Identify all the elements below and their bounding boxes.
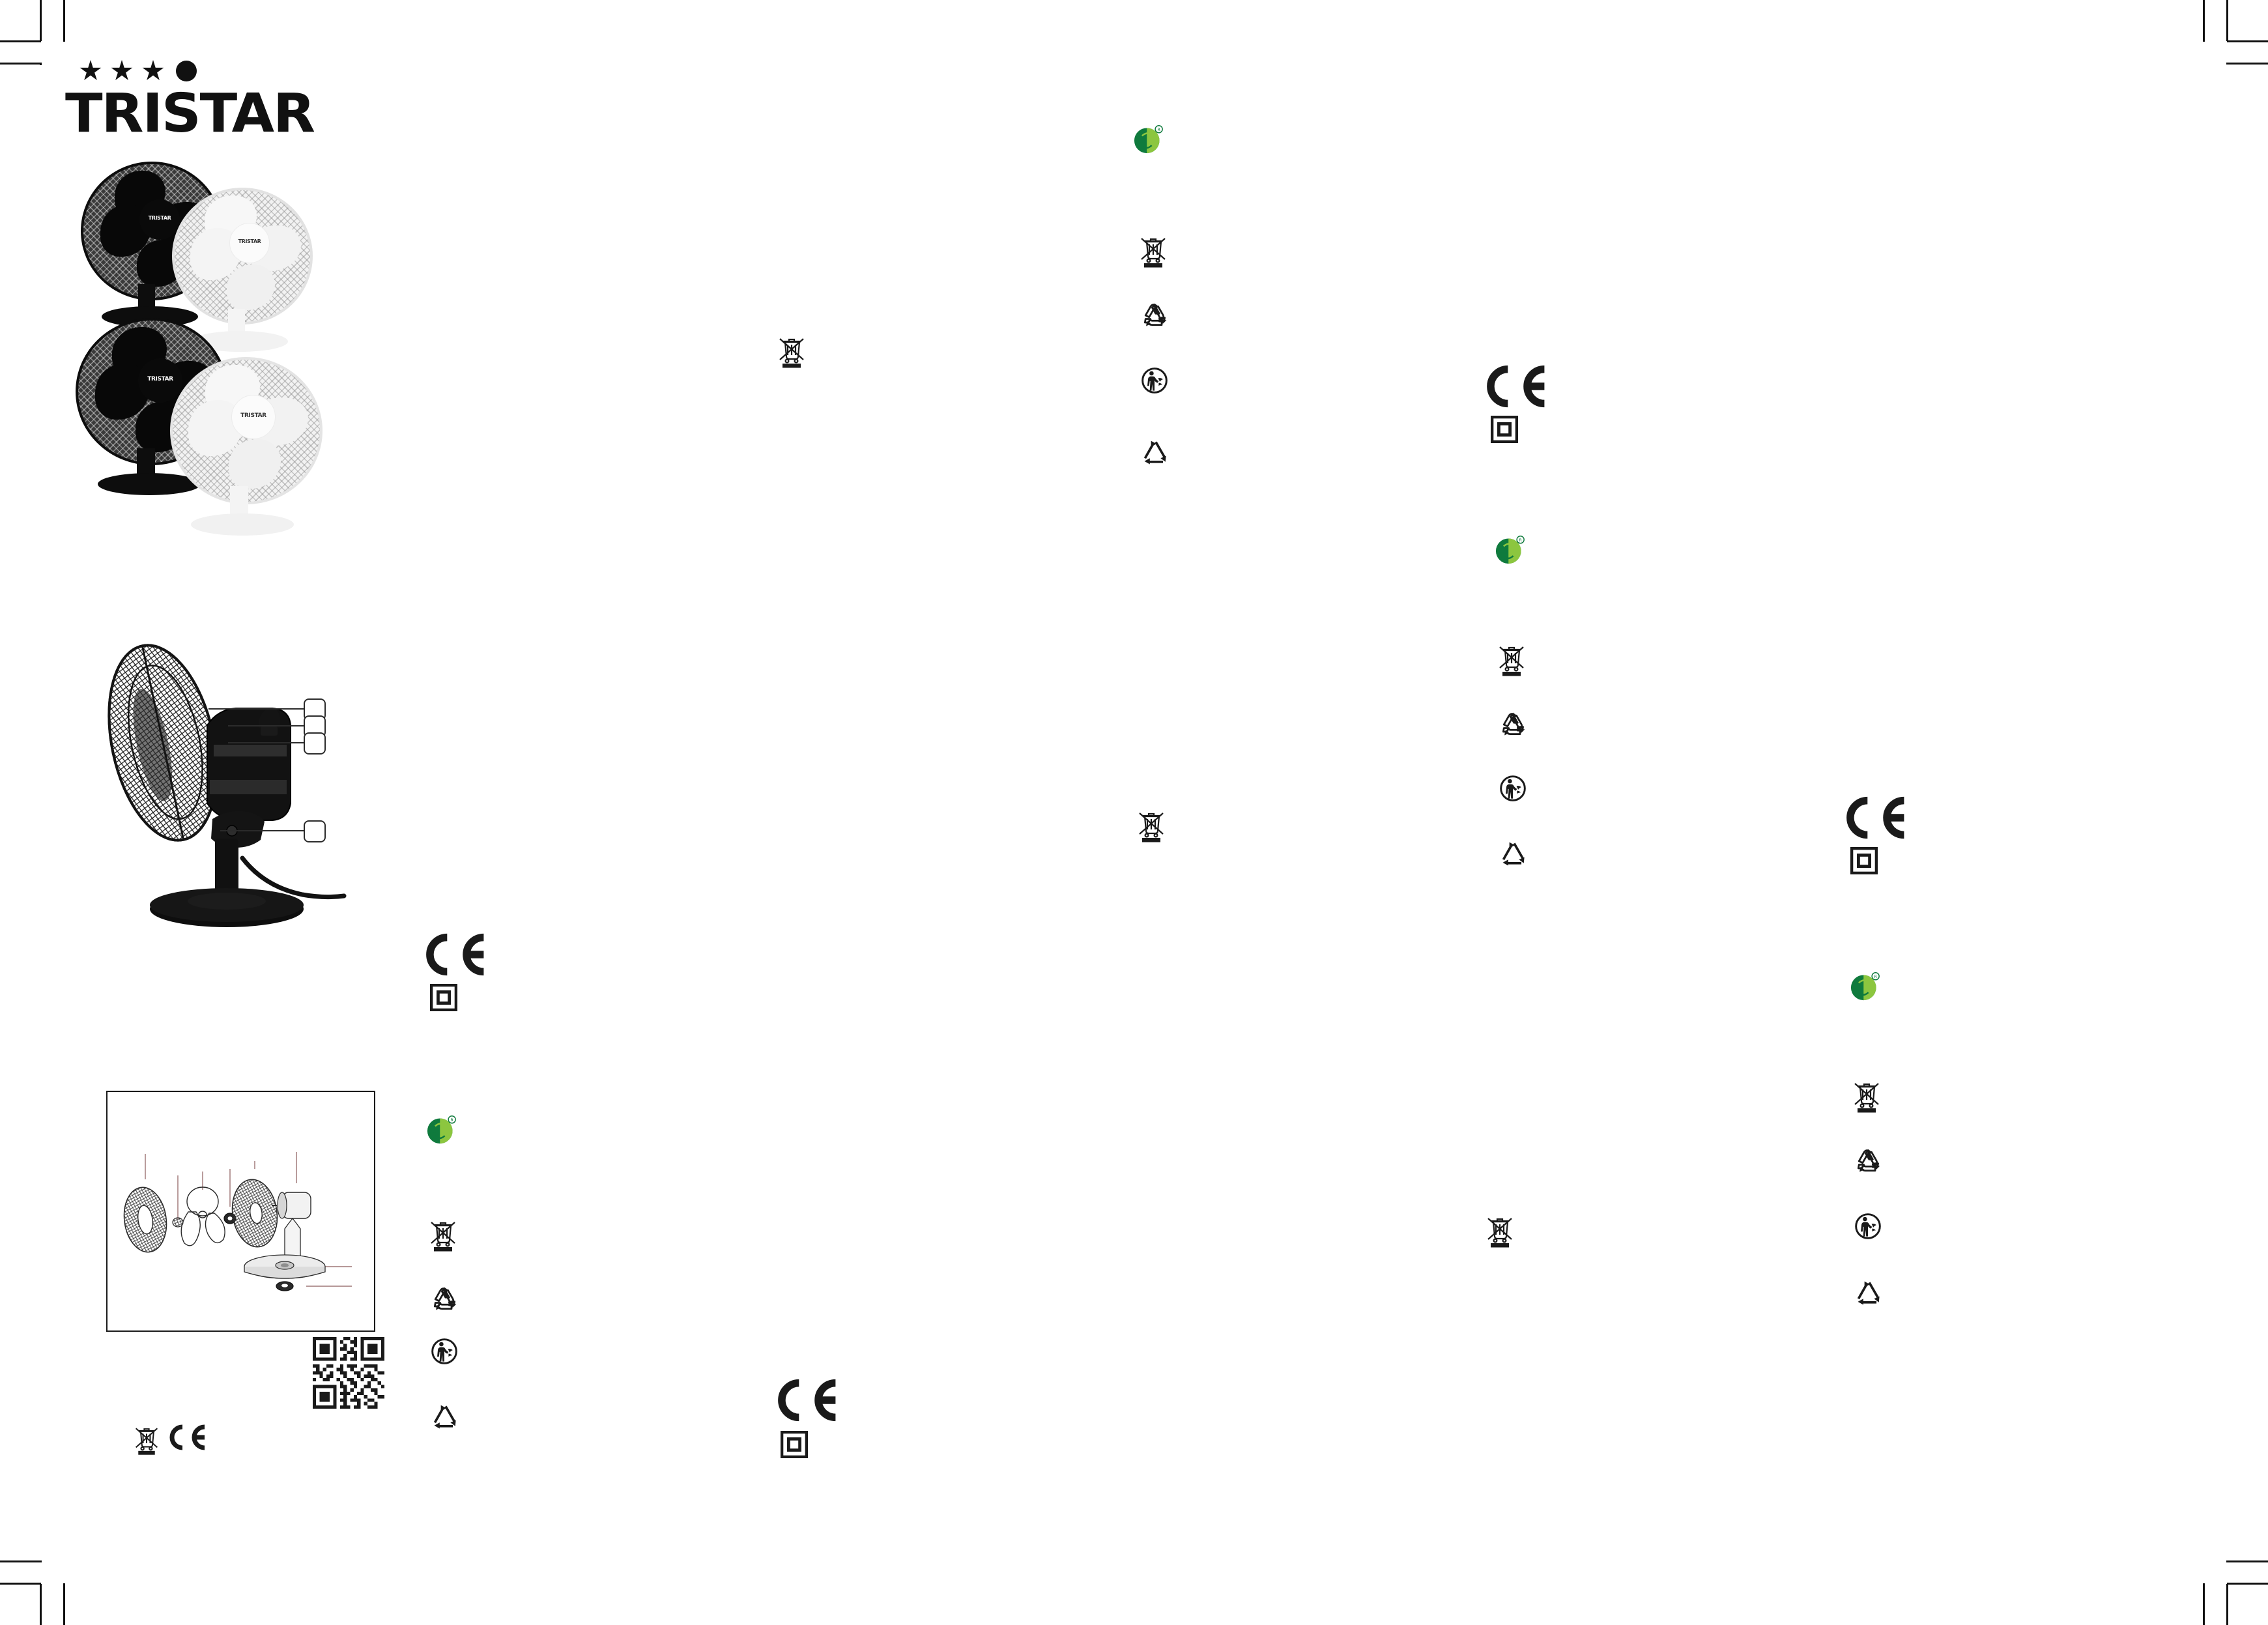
triangular-recycling-arrows-icon bbox=[430, 1402, 461, 1431]
ce-mark-icon bbox=[168, 1424, 208, 1450]
callout-leader-2 bbox=[228, 725, 306, 726]
qr-code[interactable] bbox=[313, 1337, 384, 1409]
class-II-double-insulation-icon bbox=[1850, 847, 1878, 874]
technical-diagram-desk-fan-side-view bbox=[98, 629, 358, 942]
green-dot-icon: R bbox=[1134, 124, 1164, 156]
star-icon bbox=[111, 60, 133, 80]
tidyman-dispose-icon bbox=[1499, 774, 1527, 803]
ce-mark-icon bbox=[775, 1379, 842, 1422]
crop-mark-top-left bbox=[0, 0, 65, 65]
weee-crossed-bin-icon bbox=[1486, 1213, 1514, 1249]
exploded-parts-diagram bbox=[106, 1091, 375, 1332]
weee-crossed-bin-icon bbox=[429, 1217, 457, 1253]
crop-mark-bottom-right bbox=[2203, 1560, 2268, 1625]
class-II-double-insulation-icon bbox=[1491, 416, 1518, 443]
class-II-double-insulation-icon bbox=[430, 984, 457, 1011]
callout-box-3[interactable] bbox=[304, 732, 326, 755]
tidyman-dispose-icon bbox=[1140, 366, 1169, 395]
weee-crossed-bin-icon bbox=[1137, 808, 1166, 844]
class-II-double-insulation-icon bbox=[781, 1431, 808, 1458]
crop-mark-bottom-left bbox=[0, 1560, 65, 1625]
exploded-illustration bbox=[123, 1152, 352, 1291]
svg-text:R: R bbox=[1874, 974, 1877, 979]
callout-box-4[interactable] bbox=[304, 820, 326, 842]
star-icon bbox=[142, 60, 164, 80]
product-photo-desk-fan-white-front: TRISTAR bbox=[168, 188, 324, 352]
crop-mark-top-right bbox=[2203, 0, 2268, 65]
ce-mark-icon bbox=[1484, 365, 1551, 408]
side-view-illustration bbox=[108, 644, 347, 927]
ce-mark-icon bbox=[423, 933, 490, 976]
callout-leader-3 bbox=[228, 742, 306, 743]
green-dot-icon: R bbox=[1850, 971, 1880, 1003]
logo-wordmark: TRISTAR bbox=[65, 83, 315, 145]
dot-icon bbox=[176, 61, 197, 81]
green-dot-icon: R bbox=[427, 1114, 457, 1147]
ce-mark-icon bbox=[1844, 796, 1910, 839]
mobius-loop-recycle-icon bbox=[1854, 1147, 1882, 1175]
svg-text:R: R bbox=[1519, 538, 1522, 543]
callout-leader-4 bbox=[220, 830, 306, 831]
weee-crossed-bin-icon bbox=[1497, 642, 1526, 678]
weee-crossed-bin-icon bbox=[1139, 233, 1168, 269]
tidyman-dispose-icon bbox=[430, 1337, 459, 1366]
green-dot-icon: R bbox=[1495, 534, 1525, 567]
product-photo-desk-fan-white-front-large: TRISTAR bbox=[166, 357, 336, 539]
weee-crossed-bin-icon bbox=[777, 334, 806, 369]
triangular-recycling-arrows-icon bbox=[1854, 1278, 1885, 1307]
triangular-recycling-arrows-icon bbox=[1499, 839, 1530, 868]
brand-logo: TRISTAR bbox=[65, 57, 315, 140]
mobius-loop-recycle-icon bbox=[1499, 710, 1527, 739]
weee-crossed-bin-icon bbox=[1852, 1078, 1881, 1114]
triangular-recycling-arrows-icon bbox=[1140, 438, 1171, 467]
callout-leader-1 bbox=[208, 708, 306, 710]
svg-text:R: R bbox=[450, 1117, 453, 1123]
star-icon bbox=[79, 60, 102, 80]
mobius-loop-recycle-icon bbox=[430, 1285, 459, 1314]
tidyman-dispose-icon bbox=[1854, 1212, 1882, 1241]
weee-crossed-bin-icon bbox=[134, 1424, 160, 1456]
logo-stars bbox=[79, 57, 300, 85]
svg-text:R: R bbox=[1157, 127, 1160, 132]
mobius-loop-recycle-icon bbox=[1140, 301, 1169, 330]
